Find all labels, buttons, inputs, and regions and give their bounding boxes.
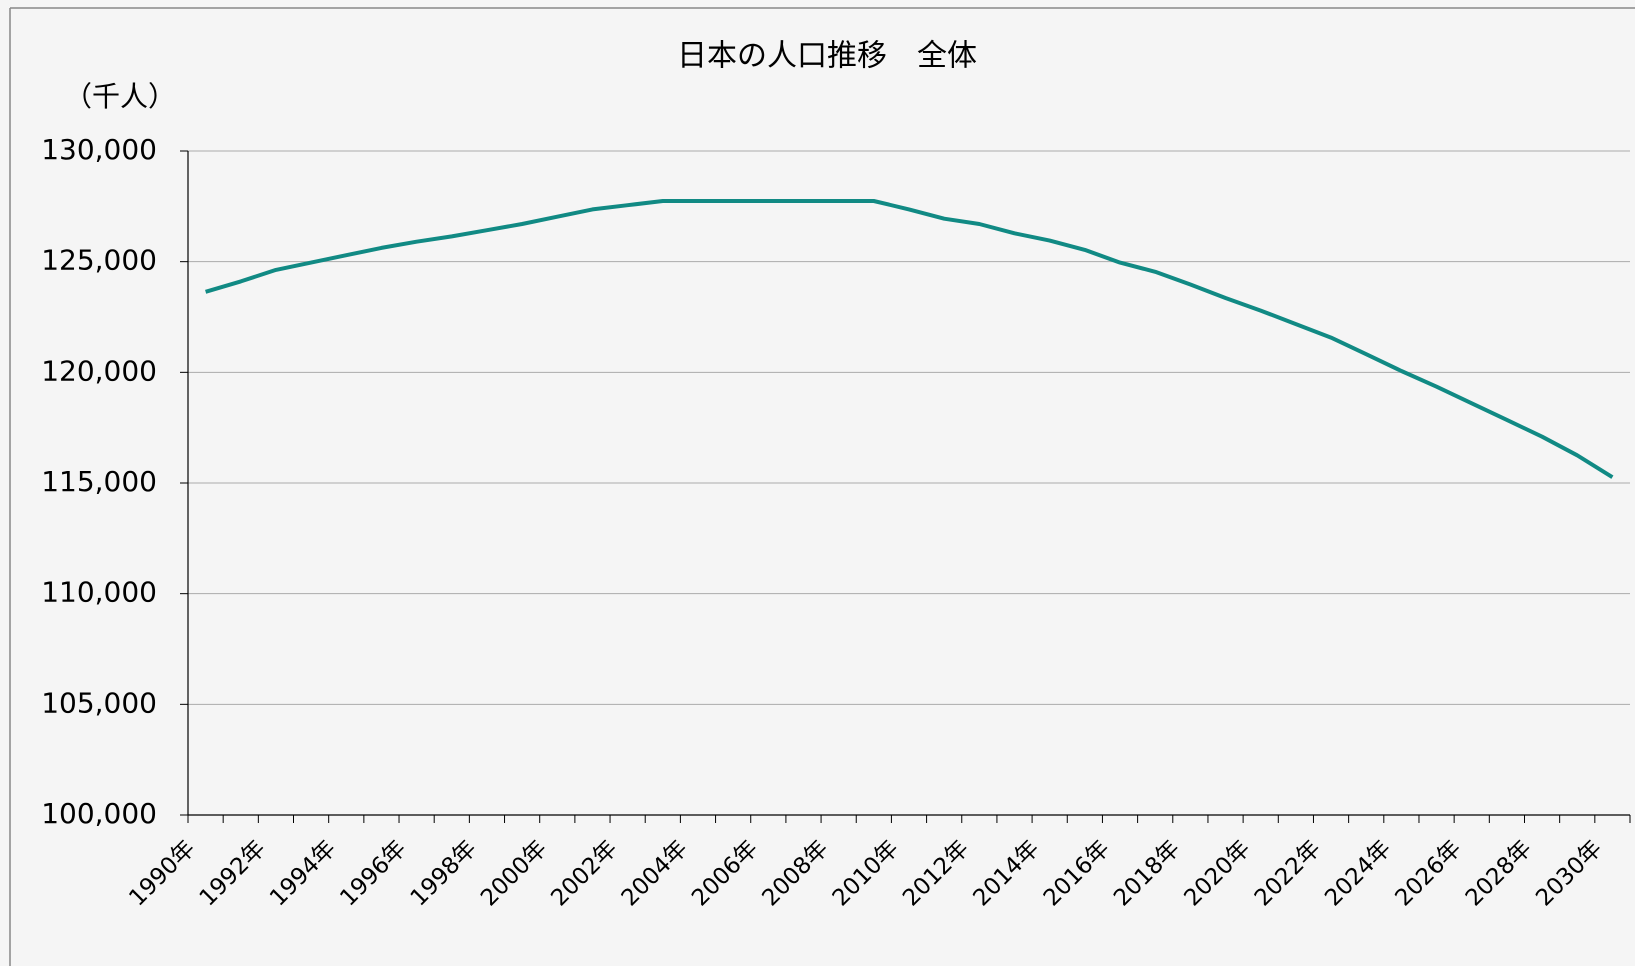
- chart-title: 日本の人口推移 全体: [677, 39, 977, 74]
- y-tick-label: 110,000: [41, 576, 157, 609]
- y-tick-label: 115,000: [41, 465, 157, 498]
- y-tick-label: 125,000: [41, 244, 157, 277]
- y-tick-label: 105,000: [41, 686, 157, 719]
- y-tick-label: 100,000: [41, 797, 157, 830]
- y-axis-label: （千人）: [64, 80, 176, 113]
- data-line: [205, 199, 1614, 479]
- y-tick-label: 130,000: [41, 133, 157, 166]
- y-tick-label: 120,000: [41, 354, 157, 387]
